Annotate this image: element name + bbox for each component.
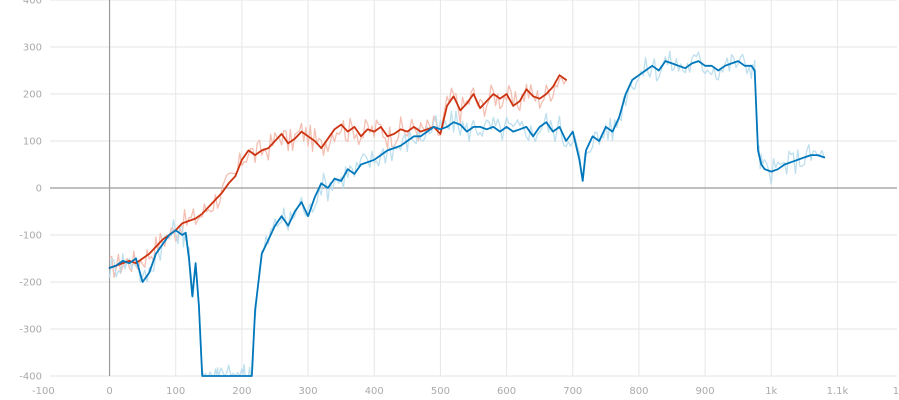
x-tick-label: 800 [629,386,648,397]
y-tick-label: -300 [19,325,42,336]
x-tick-label: 0 [106,386,112,397]
x-axis-ticks: -100 0 100 200 300 400 500 600 700 800 900 1k 1.1k 1.… [32,386,899,397]
y-axis-ticks: 400 300 200 100 0 -100 -200 -300 -400 [19,0,42,383]
x-tick-label: 600 [497,386,516,397]
y-tick-label: 100 [23,137,42,148]
y-tick-label: -200 [19,278,42,289]
y-tick-label: 0 [36,184,42,195]
y-tick-label: -400 [19,372,42,383]
smoothed-series-lines [108,60,826,377]
raw-series-lines [108,50,825,377]
series-2-line [108,60,826,377]
x-tick-label: 300 [299,386,318,397]
zero-axes [50,0,897,376]
y-tick-label: 400 [23,0,42,7]
x-tick-label: 700 [563,386,582,397]
series-1-line [108,74,567,269]
x-tick-label: -100 [32,386,55,397]
x-tick-label: 900 [696,386,715,397]
x-tick-label: 100 [166,386,185,397]
x-tick-label: 1.2k [893,386,899,397]
x-tick-label: 500 [431,386,450,397]
x-tick-label: 400 [365,386,384,397]
y-tick-label: 200 [23,90,42,101]
y-tick-label: 300 [23,43,42,54]
series-1-raw-line [109,77,567,279]
y-tick-label: -100 [19,231,42,242]
x-tick-label: 1k [765,386,777,397]
series-2-raw-line [108,50,825,377]
x-tick-label: 200 [232,386,251,397]
x-tick-label: 1.1k [827,386,849,397]
